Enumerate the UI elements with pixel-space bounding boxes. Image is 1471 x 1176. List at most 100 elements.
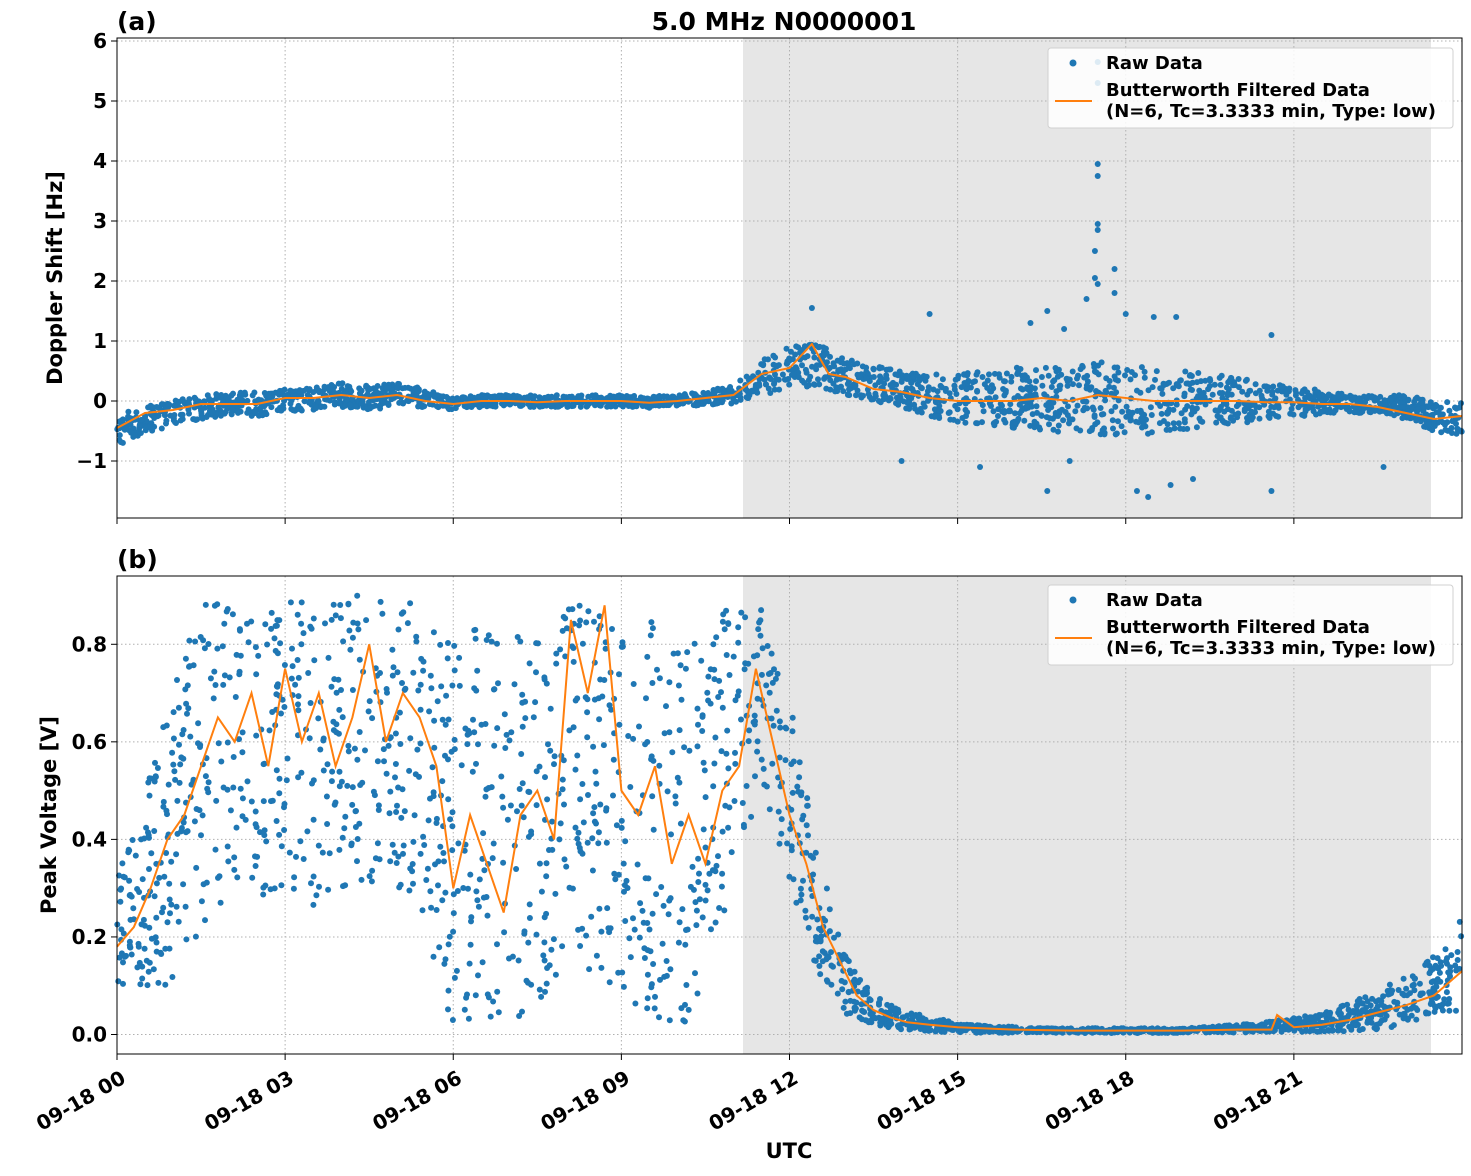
raw-data-point <box>605 925 612 932</box>
raw-data-point <box>900 1014 907 1021</box>
raw-data-point <box>817 971 824 978</box>
raw-data-point <box>145 968 152 975</box>
raw-data-point <box>414 746 421 753</box>
raw-data-point <box>1009 424 1016 431</box>
raw-data-point <box>1405 396 1412 403</box>
raw-data-point <box>1038 374 1045 380</box>
raw-data-point <box>340 638 347 645</box>
raw-data-point <box>289 663 296 670</box>
raw-data-point <box>1236 384 1242 391</box>
raw-data-point <box>776 386 783 393</box>
raw-data-point <box>297 388 304 395</box>
raw-data-point <box>492 403 499 410</box>
raw-data-point <box>508 729 515 736</box>
raw-data-point <box>608 706 615 713</box>
raw-data-point <box>169 974 176 980</box>
raw-data-point <box>199 812 206 819</box>
raw-data-point <box>673 402 680 409</box>
raw-data-point <box>1056 383 1063 389</box>
raw-data-point <box>778 816 785 823</box>
raw-data-point <box>1369 995 1376 1002</box>
raw-data-point <box>342 402 348 409</box>
raw-data-point <box>220 784 227 791</box>
raw-data-point <box>784 358 791 365</box>
raw-data-point <box>337 602 344 608</box>
raw-data-point <box>1248 408 1255 415</box>
raw-data-point <box>434 698 441 705</box>
raw-data-point <box>410 669 417 676</box>
raw-data-point <box>845 391 852 398</box>
raw-data-point <box>765 385 772 392</box>
raw-data-point <box>835 367 842 374</box>
raw-data-point <box>305 670 312 676</box>
raw-data-point <box>1145 430 1151 437</box>
raw-data-point <box>728 849 735 856</box>
raw-data-point <box>651 1005 658 1012</box>
raw-data-point <box>407 600 414 607</box>
raw-data-point <box>561 801 567 808</box>
raw-data-point <box>793 343 800 350</box>
raw-data-point <box>172 776 179 783</box>
raw-data-point <box>253 671 260 678</box>
raw-data-point <box>503 731 510 738</box>
raw-data-point <box>1412 1005 1419 1012</box>
raw-data-point <box>1101 431 1108 438</box>
raw-data-point <box>120 959 126 966</box>
raw-data-point <box>219 643 226 650</box>
raw-data-point <box>1283 391 1290 398</box>
raw-data-point <box>151 893 158 900</box>
raw-data-point <box>1058 371 1065 378</box>
raw-data-point <box>358 387 365 394</box>
raw-data-point <box>506 955 512 962</box>
raw-data-point <box>491 686 498 693</box>
raw-data-point <box>1256 387 1263 394</box>
raw-data-point <box>215 740 222 747</box>
raw-data-point <box>375 807 382 813</box>
raw-data-point <box>426 708 433 715</box>
raw-data-point <box>203 414 210 420</box>
raw-data-point <box>676 727 683 734</box>
raw-data-point <box>1156 420 1163 427</box>
raw-data-point <box>349 634 356 641</box>
raw-data-point <box>664 788 671 795</box>
raw-data-point <box>776 840 783 847</box>
raw-data-point <box>528 831 535 838</box>
raw-data-point <box>494 988 501 995</box>
raw-data-point <box>153 914 160 921</box>
raw-data-point <box>349 801 356 808</box>
raw-data-point <box>483 637 490 643</box>
raw-data-point <box>1017 366 1024 372</box>
raw-data-point <box>918 384 925 391</box>
raw-data-point <box>428 685 435 692</box>
raw-data-point <box>630 735 637 742</box>
raw-data-point <box>723 652 730 658</box>
raw-data-point <box>394 384 400 391</box>
raw-data-point <box>1286 396 1293 403</box>
raw-data-point <box>273 683 280 690</box>
raw-data-point <box>979 402 986 409</box>
raw-data-point <box>1063 375 1070 382</box>
raw-data-point <box>943 1019 950 1026</box>
raw-data-point <box>627 954 634 961</box>
raw-data-point <box>1080 407 1087 414</box>
raw-data-point <box>976 1022 983 1029</box>
raw-data-point <box>1355 1010 1362 1017</box>
raw-data-point <box>1166 379 1172 386</box>
raw-data-point <box>466 960 473 967</box>
raw-data-point <box>786 381 793 388</box>
raw-data-point <box>166 880 173 887</box>
raw-data-point <box>776 718 783 725</box>
raw-data-point <box>466 730 473 737</box>
raw-data-point <box>941 1028 948 1035</box>
raw-data-point <box>693 907 700 914</box>
raw-data-point <box>186 663 193 670</box>
raw-data-point <box>754 738 761 745</box>
raw-data-point <box>1170 420 1177 427</box>
raw-data-point <box>1329 1027 1336 1034</box>
raw-data-point <box>839 355 845 362</box>
raw-data-point <box>788 806 795 813</box>
raw-data-point <box>1374 1003 1381 1010</box>
raw-data-point <box>720 611 727 618</box>
raw-data-point <box>748 813 755 820</box>
raw-data-point <box>1021 417 1028 424</box>
